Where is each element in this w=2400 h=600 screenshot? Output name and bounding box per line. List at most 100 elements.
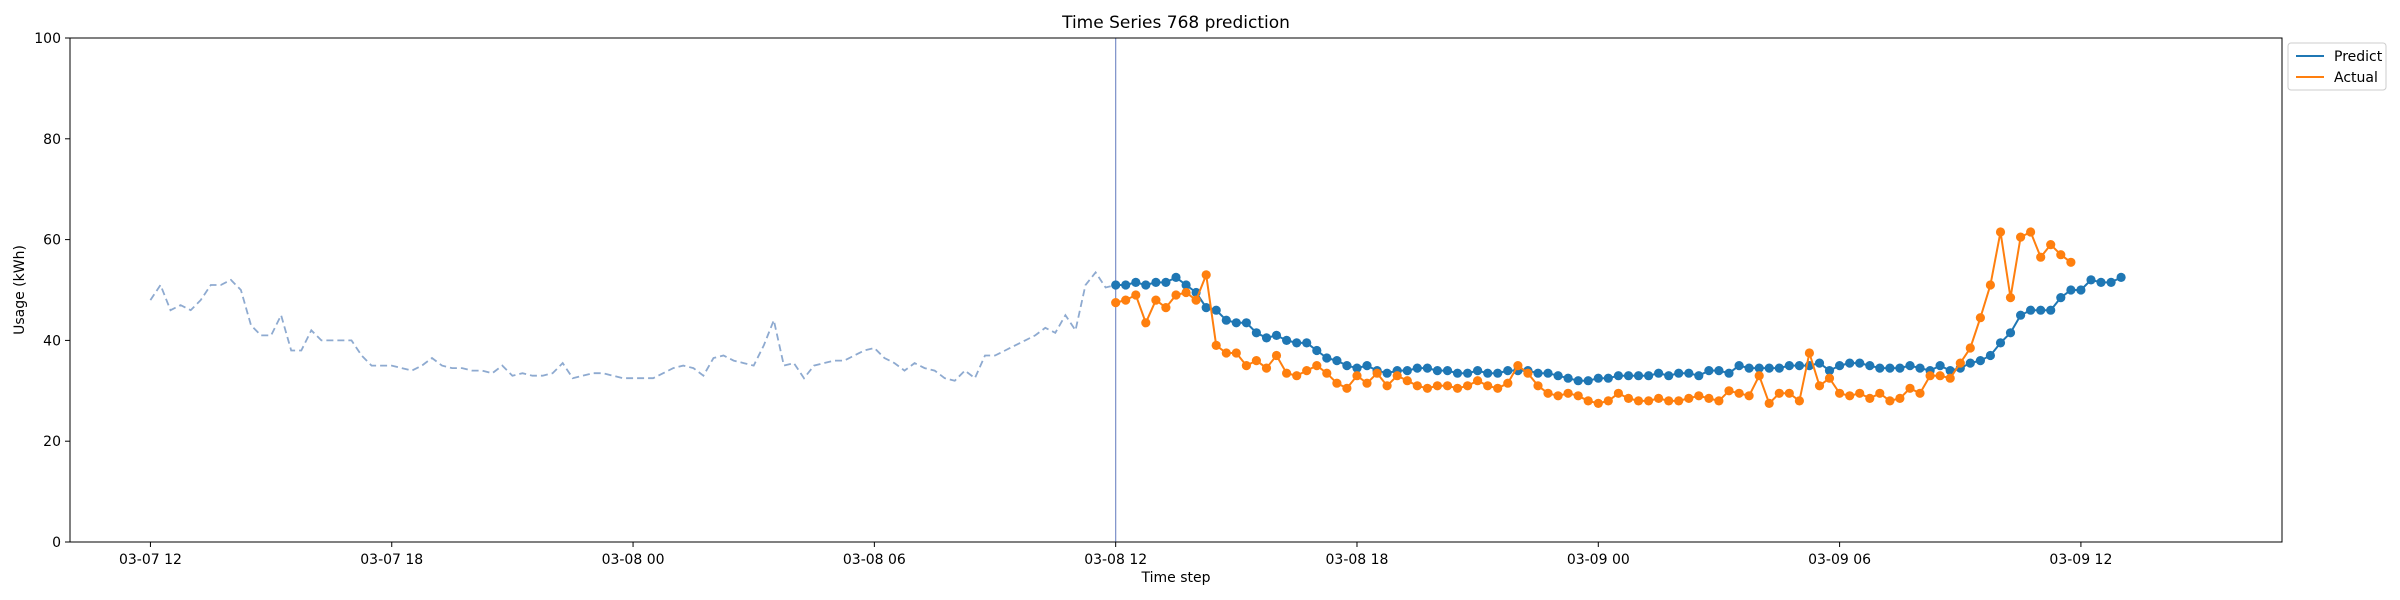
data-point-predict: [1151, 277, 1161, 287]
data-point-actual: [1372, 368, 1382, 378]
y-tick-label: 0: [52, 535, 61, 551]
data-point-predict: [1302, 338, 1312, 348]
data-point-actual: [1955, 358, 1965, 368]
data-point-predict: [1463, 368, 1473, 378]
data-point-actual: [1875, 388, 1885, 398]
data-point-predict: [1654, 368, 1664, 378]
data-point-predict: [1543, 368, 1553, 378]
y-tick-label: 80: [43, 132, 61, 148]
data-point-predict: [1211, 305, 1221, 315]
y-tick-label: 40: [43, 333, 61, 349]
data-point-predict: [1553, 371, 1563, 381]
data-point-predict: [1603, 373, 1613, 383]
data-point-predict: [1141, 280, 1151, 290]
x-tick-label: 03-08 12: [1084, 552, 1147, 568]
data-point-actual: [1985, 280, 1995, 290]
data-point-actual: [2005, 293, 2016, 303]
data-point-predict: [1533, 368, 1543, 378]
data-point-actual: [2036, 252, 2046, 262]
data-point-actual: [1322, 368, 1332, 378]
data-point-actual: [1794, 396, 1804, 406]
plot-frame: [69, 37, 2283, 543]
data-point-predict: [1945, 366, 1955, 376]
data-point-predict: [1292, 338, 1302, 348]
data-point-predict: [1694, 371, 1704, 381]
data-point-actual: [1835, 388, 1845, 398]
data-point-actual: [1945, 373, 1955, 383]
data-point-predict: [1623, 371, 1634, 381]
data-point-predict: [1432, 366, 1442, 376]
data-point-predict: [1412, 363, 1422, 373]
data-point-actual: [1151, 295, 1161, 305]
data-point-actual: [1442, 381, 1453, 391]
data-point-actual: [1644, 396, 1654, 406]
data-point-predict: [1674, 368, 1684, 378]
data-point-actual: [1895, 393, 1905, 403]
x-tick-label: 03-07 18: [360, 552, 423, 568]
data-point-actual: [1422, 383, 1432, 393]
data-point-actual: [1563, 388, 1573, 398]
legend-label-actual: Actual: [2334, 70, 2378, 86]
data-point-predict: [2026, 305, 2036, 315]
data-point-actual: [1593, 398, 1603, 408]
data-point-predict: [1965, 358, 1975, 368]
data-point-predict: [1664, 371, 1674, 381]
data-point-predict: [1121, 280, 1131, 290]
data-point-actual: [1623, 393, 1634, 403]
data-point-predict: [2046, 305, 2056, 315]
legend-frame: [2287, 42, 2387, 91]
data-point-actual: [1503, 378, 1513, 388]
data-point-actual: [1432, 381, 1442, 391]
y-tick-label: 20: [43, 434, 61, 450]
data-point-predict: [1784, 361, 1794, 371]
data-point-actual: [1975, 313, 1985, 323]
x-tick-label: 03-08 00: [602, 552, 665, 568]
data-point-actual: [1684, 393, 1694, 403]
data-point-predict: [1915, 363, 1925, 373]
data-point-actual: [1654, 393, 1664, 403]
data-point-actual: [1251, 356, 1261, 366]
data-point-predict: [1975, 356, 1985, 366]
data-point-actual: [1523, 368, 1533, 378]
data-point-predict: [1905, 361, 1915, 371]
data-point-predict: [1261, 333, 1272, 343]
x-tick-label: 03-09 00: [1567, 552, 1630, 568]
data-point-actual: [1362, 378, 1372, 388]
data-point-actual: [1452, 383, 1463, 393]
data-point-predict: [1473, 366, 1483, 376]
data-point-predict: [1171, 272, 1181, 282]
data-point-predict: [1754, 363, 1764, 373]
data-point-predict: [2016, 310, 2026, 320]
x-tick-label: 03-07 12: [119, 552, 182, 568]
data-point-actual: [1774, 388, 1784, 398]
data-point-actual: [1302, 366, 1312, 376]
data-point-actual: [1724, 386, 1734, 396]
data-point-actual: [1121, 295, 1131, 305]
data-point-actual: [1814, 381, 1825, 391]
data-point-predict: [1875, 363, 1885, 373]
data-point-predict: [1633, 371, 1644, 381]
data-point-predict: [2005, 328, 2016, 338]
data-point-actual: [1995, 227, 2006, 237]
data-point-predict: [1422, 363, 1432, 373]
data-point-predict: [1734, 361, 1744, 371]
data-point-predict: [1181, 280, 1191, 290]
data-point-actual: [1312, 361, 1322, 371]
data-point-actual: [1734, 388, 1744, 398]
data-point-actual: [1925, 371, 1935, 381]
data-point-actual: [1613, 388, 1623, 398]
data-point-predict: [1684, 368, 1694, 378]
data-point-predict: [1322, 353, 1332, 363]
x-tick-label: 03-08 18: [1326, 552, 1389, 568]
y-axis-label: Usage (kWh): [12, 245, 28, 335]
x-tick-label: 03-09 12: [2049, 552, 2112, 568]
data-point-predict: [1845, 358, 1855, 368]
x-tick-label: 03-09 06: [1808, 552, 1871, 568]
data-point-actual: [1573, 391, 1583, 401]
data-point-predict: [1442, 366, 1453, 376]
data-point-actual: [2016, 232, 2026, 242]
data-point-actual: [1271, 350, 1282, 361]
data-point-actual: [1382, 381, 1392, 391]
data-point-predict: [1885, 363, 1895, 373]
